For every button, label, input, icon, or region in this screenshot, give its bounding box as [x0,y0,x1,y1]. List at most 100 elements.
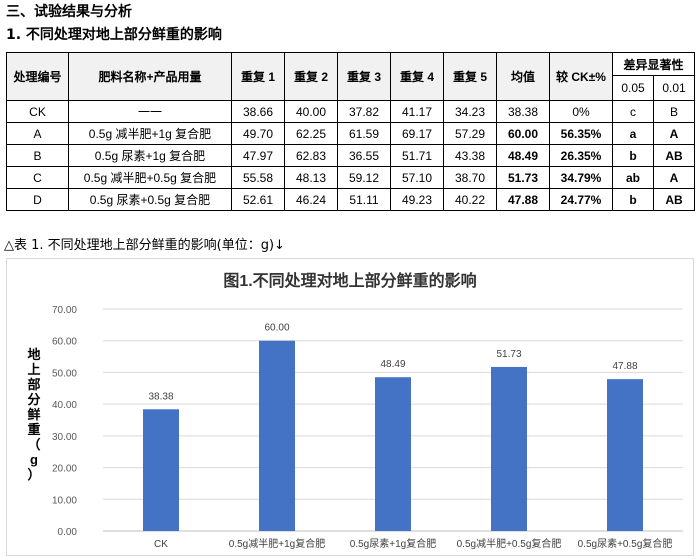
header-vs-ck: 较 CK±% [549,52,613,101]
cell-s01: A [652,122,696,145]
cell-pct: 56.35% [549,122,613,145]
section-heading: 三、试验结果与分析 [6,4,132,20]
bar [491,366,527,531]
y-axis-label-char: （ [27,437,40,452]
cell-r4: 41.17 [390,100,444,123]
cell-r1: 49.70 [231,122,285,145]
y-tick-label: 30.00 [52,432,77,443]
table-row: D 0.5g 尿素+0.5g 复合肥 52.61 46.24 51.11 49.23 40.… [6,188,696,211]
cell-s05: ab [612,166,654,189]
header-id: 处理编号 [6,52,69,101]
table-row: C 0.5g 减半肥+0.5g 复合肥 55.58 48.13 59.12 57.10 38… [6,166,696,189]
y-tick-label: 50.00 [52,368,77,379]
cell-mean: 48.49 [496,144,550,167]
header-sig-001: 0.01 [652,75,696,101]
data-label: 38.38 [148,391,173,402]
cell-r5: 38.70 [443,166,497,189]
subsection-heading: 1. 不同处理对地上部分鲜重的影响 [6,27,222,43]
data-label: 47.88 [612,361,637,372]
cell-r5: 34.23 [443,100,497,123]
cell-r3: 51.11 [337,188,391,211]
cell-r2: 62.25 [284,122,338,145]
bar [143,409,179,531]
y-axis-label-char: 重 [27,422,40,437]
cell-name: 0.5g 减半肥+0.5g 复合肥 [68,166,232,189]
cell-id: CK [6,100,69,123]
y-axis-label-char: 分 [27,392,40,407]
y-tick-label: 10.00 [52,495,77,506]
y-tick-label: 20.00 [52,464,77,475]
bar-chart: 图1.不同处理对地上部分鲜重的影响 0.00 10.00 20.00 30.00 40.0… [27,271,683,550]
header-rep3: 重复 3 [337,52,391,101]
cell-id: B [6,144,69,167]
x-tick-label: 0.5g尿素+1g复合肥 [350,537,436,550]
x-tick-label: 0.5g减半肥+0.5g复合肥 [457,537,562,550]
header-rep1: 重复 1 [231,52,285,101]
cell-name: 0.5g 尿素+1g 复合肥 [68,144,232,167]
cell-mean: 51.73 [496,166,550,189]
header-sig-005: 0.05 [612,75,654,101]
cell-r4: 69.17 [390,122,444,145]
y-axis-label-char: 地 [27,347,40,362]
y-axis-label-char: g [30,452,38,467]
cell-r2: 62.83 [284,144,338,167]
chart-container: 图1.不同处理对地上部分鲜重的影响 0.00 10.00 20.00 30.00 40.0… [6,258,694,556]
cell-name: 一一 [68,100,232,123]
cell-id: C [6,166,69,189]
cell-mean: 38.38 [496,100,550,123]
cell-id: A [6,122,69,145]
cell-r3: 59.12 [337,166,391,189]
cell-r3: 61.59 [337,122,391,145]
header-significance: 差异显著性 [611,52,696,76]
cell-r2: 46.24 [284,188,338,211]
data-label: 48.49 [380,359,405,370]
cell-s05: b [612,188,654,211]
cell-pct: 0% [549,100,613,123]
chart-title: 图1.不同处理对地上部分鲜重的影响 [223,271,476,290]
table-row: B 0.5g 尿素+1g 复合肥 47.97 62.83 36.55 51.71 43.38… [6,144,696,167]
y-axis-label-char: 鲜 [27,407,40,422]
bar [375,377,411,531]
y-tick-label: 60.00 [52,337,77,348]
data-label: 51.73 [496,349,521,360]
x-tick-label: 0.5g尿素+0.5g复合肥 [578,537,673,550]
x-tick-label: 0.5g减半肥+1g复合肥 [229,537,325,550]
cell-s01: A [652,166,696,189]
data-label: 60.00 [264,323,289,334]
cell-s05: a [612,122,654,145]
table-caption: △表 1. 不同处理地上部分鲜重的影响(单位：g)↓ [4,238,285,253]
y-tick-label: 0.00 [58,527,78,538]
cell-s05: b [612,144,654,167]
cell-name: 0.5g 尿素+0.5g 复合肥 [68,188,232,211]
header-rep5: 重复 5 [443,52,497,101]
cell-r3: 36.55 [337,144,391,167]
cell-r2: 40.00 [284,100,338,123]
cell-id: D [6,188,69,211]
cell-s01: B [652,100,696,123]
cell-pct: 26.35% [549,144,613,167]
cell-r1: 52.61 [231,188,285,211]
y-tick-label: 70.00 [52,305,77,316]
cell-r3: 37.82 [337,100,391,123]
y-axis-label-char: 上 [27,362,40,377]
table-row: A 0.5g 减半肥+1g 复合肥 49.70 62.25 61.59 69.17 57.2… [6,122,696,145]
cell-r4: 49.23 [390,188,444,211]
x-tick-label: CK [154,539,168,550]
cell-r2: 48.13 [284,166,338,189]
cell-r4: 57.10 [390,166,444,189]
cell-mean: 60.00 [496,122,550,145]
header-rep2: 重复 2 [284,52,338,101]
cell-r5: 43.38 [443,144,497,167]
cell-mean: 47.88 [496,188,550,211]
cell-pct: 24.77% [549,188,613,211]
cell-s01: AB [652,144,696,167]
y-tick-label: 40.00 [52,400,77,411]
cell-s01: AB [652,188,696,211]
results-table: 处理编号 肥料名称+产品用量 重复 1 重复 2 重复 3 重复 4 重复 5 … [6,52,696,211]
cell-s05: c [612,100,654,123]
header-mean: 均值 [496,52,550,101]
header-fertilizer: 肥料名称+产品用量 [68,52,232,101]
cell-pct: 34.79% [549,166,613,189]
cell-r1: 38.66 [231,100,285,123]
cell-r1: 47.97 [231,144,285,167]
